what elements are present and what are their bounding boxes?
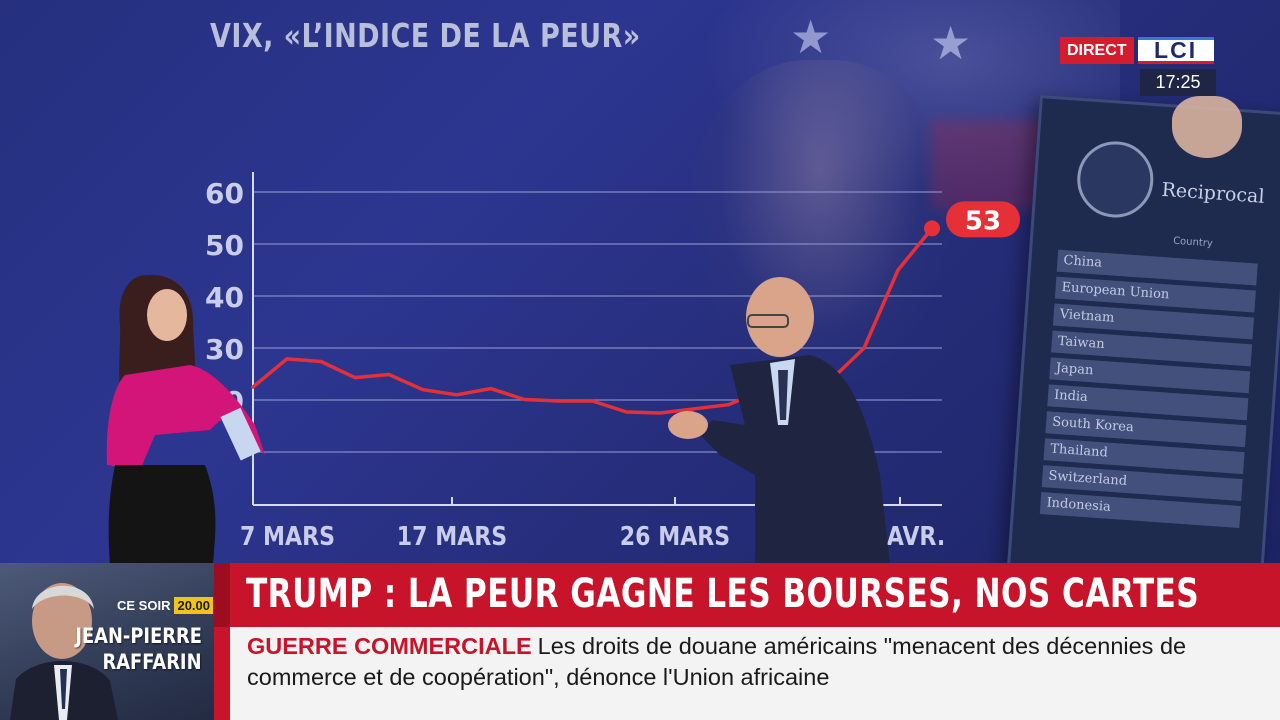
x-tick-label: 17 MARS <box>397 521 507 551</box>
promo-schedule: CE SOIR 20.00 <box>117 597 214 614</box>
data-point <box>896 268 900 272</box>
data-point <box>489 386 493 391</box>
data-point <box>924 220 940 237</box>
hand <box>1172 96 1242 158</box>
news-ticker: GUERRE COMMERCIALE Les droits de douane a… <box>214 627 1280 720</box>
guest-first-name: JEAN-PIERRE <box>75 624 202 648</box>
data-point <box>251 385 255 389</box>
end-value-badge <box>946 201 1020 238</box>
program-promo: CE SOIR 20.00 JEAN-PIERRE RAFFARIN <box>0 563 214 720</box>
y-tick-label: 50 <box>205 229 244 262</box>
data-point <box>387 372 391 377</box>
star-icon: ★ <box>930 16 972 70</box>
studio-background: ★ ★ Reciprocal Country China European Uni… <box>0 0 1280 565</box>
trump-portrait-backdrop <box>690 60 950 380</box>
data-point <box>353 376 357 380</box>
data-point <box>590 399 595 403</box>
x-tick-label: AVR. <box>887 521 945 551</box>
y-tick-label: 60 <box>205 177 244 210</box>
data-point <box>658 411 663 415</box>
guest-last-name: RAFFARIN <box>102 650 202 674</box>
data-point <box>319 359 323 364</box>
live-label: DIRECT <box>1060 37 1134 64</box>
x-tick-label: 26 MARS <box>620 521 730 551</box>
data-point <box>421 388 425 392</box>
ticker-text: Les droits de douane américains "menacen… <box>247 633 1187 690</box>
chart-title: VIX, «L’INDICE DE LA PEUR» <box>210 16 641 55</box>
star-icon: ★ <box>790 10 832 64</box>
female-presenter <box>106 274 265 565</box>
lower-third: CE SOIR 20.00 JEAN-PIERRE RAFFARIN TRUMP… <box>0 563 1280 720</box>
broadcast-clock: 17:25 <box>1140 69 1216 96</box>
x-tick-labels: 7 MARS 17 MARS 26 MARS AVR. <box>240 497 945 551</box>
data-point <box>285 357 289 361</box>
guest-avatar <box>10 583 118 720</box>
male-presenter <box>668 277 890 565</box>
chart-series: 53 <box>251 201 1020 415</box>
data-point <box>455 393 459 397</box>
data-point <box>624 410 629 414</box>
ticker-content: GUERRE COMMERCIALE Les droits de douane a… <box>247 631 1257 693</box>
promo-time-badge: 20.00 <box>174 597 214 614</box>
headline-text: TRUMP : LA PEUR GAGNE LES BOURSES, NOS C… <box>246 571 1200 617</box>
channel-logo: LCI <box>1137 37 1214 64</box>
y-tick-label: 40 <box>205 281 244 314</box>
data-point <box>692 407 696 411</box>
y-tick-label: 30 <box>205 333 244 366</box>
data-point <box>862 346 866 350</box>
data-point <box>523 397 527 402</box>
headline-banner: TRUMP : LA PEUR GAGNE LES BOURSES, NOS C… <box>214 563 1280 627</box>
live-badge: DIRECT LCI <box>1060 37 1214 64</box>
data-point <box>556 399 561 403</box>
ticker-category: GUERRE COMMERCIALE <box>247 633 532 659</box>
data-point <box>726 403 730 407</box>
x-tick-label: 7 MARS <box>240 521 335 551</box>
promo-tonight-label: CE SOIR <box>117 598 171 613</box>
end-value-label: 53 <box>965 206 1001 236</box>
